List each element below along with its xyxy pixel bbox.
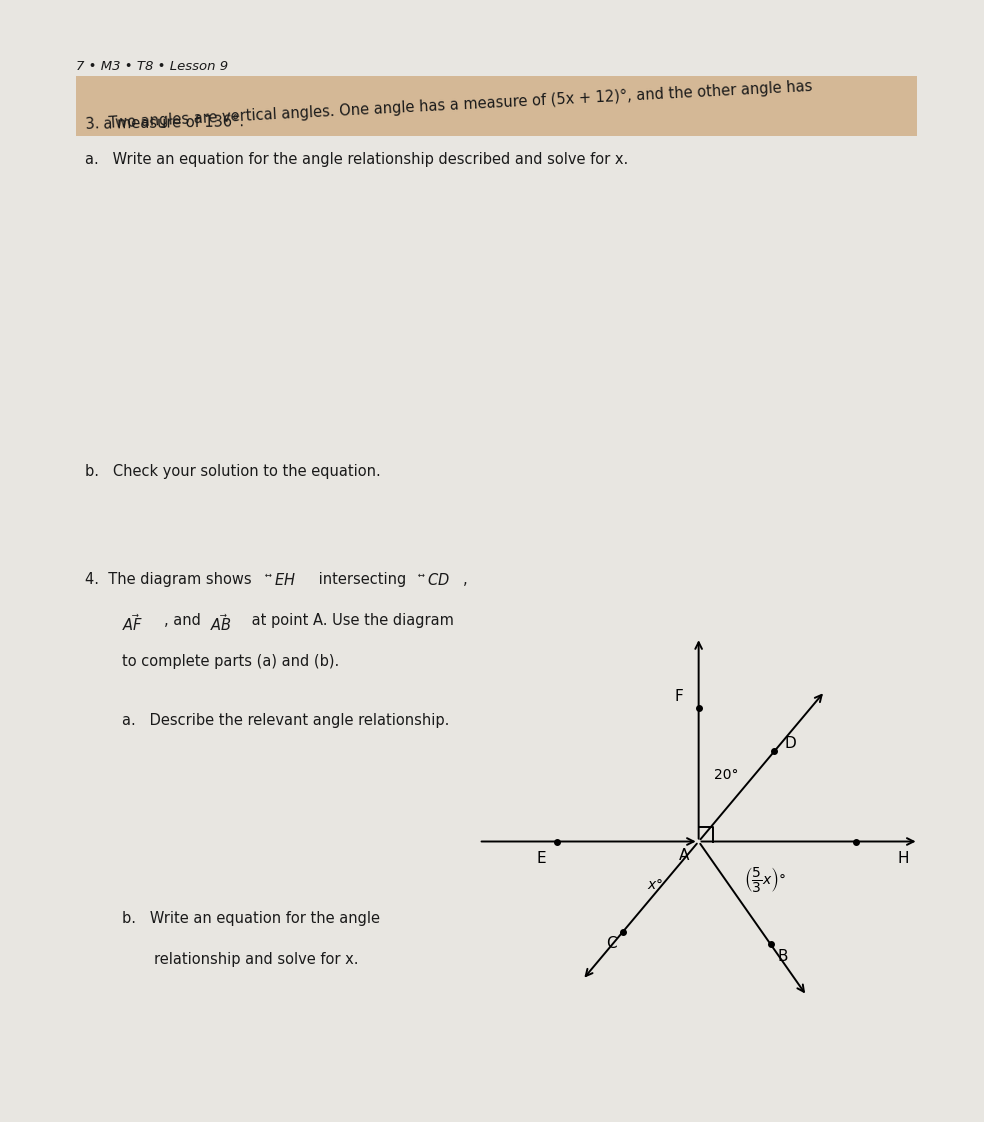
Text: a measure of 136°.: a measure of 136°. (85, 114, 244, 131)
Text: to complete parts (a) and (b).: to complete parts (a) and (b). (122, 654, 339, 669)
Text: b.   Check your solution to the equation.: b. Check your solution to the equation. (85, 465, 381, 479)
Text: $\overleftrightarrow{EH}$: $\overleftrightarrow{EH}$ (266, 572, 297, 588)
Text: , and: , and (163, 613, 205, 627)
Text: a.   Describe the relevant angle relationship.: a. Describe the relevant angle relations… (122, 712, 450, 728)
Text: ,: , (462, 572, 467, 587)
Text: relationship and solve for x.: relationship and solve for x. (154, 951, 359, 967)
Text: $\overleftrightarrow{CD}$: $\overleftrightarrow{CD}$ (418, 572, 451, 588)
Text: E: E (536, 852, 546, 866)
Text: a.   Write an equation for the angle relationship described and solve for x.: a. Write an equation for the angle relat… (85, 151, 628, 167)
Text: A: A (679, 848, 690, 863)
Text: H: H (897, 852, 908, 866)
Text: at point A. Use the diagram: at point A. Use the diagram (247, 613, 454, 627)
Text: D: D (784, 736, 796, 751)
Text: $\left(\dfrac{5}{3}x\right)$°: $\left(\dfrac{5}{3}x\right)$° (745, 865, 786, 894)
Text: $\vec{AF}$: $\vec{AF}$ (122, 613, 144, 634)
Text: $\vec{AB}$: $\vec{AB}$ (210, 613, 232, 634)
Text: intersecting: intersecting (315, 572, 411, 587)
FancyBboxPatch shape (76, 76, 917, 136)
Text: 20°: 20° (713, 767, 738, 782)
Text: 7 • M3 • T8 • Lesson 9: 7 • M3 • T8 • Lesson 9 (76, 61, 228, 73)
Text: B: B (777, 949, 788, 964)
Text: $x$°: $x$° (647, 877, 663, 892)
Text: F: F (675, 689, 683, 703)
Text: C: C (606, 936, 616, 951)
Text: 4.  The diagram shows: 4. The diagram shows (85, 572, 256, 587)
Text: 3.  Two angles are vertical angles. One angle has a measure of (5x + 12)°, and t: 3. Two angles are vertical angles. One a… (85, 79, 813, 131)
Text: b.   Write an equation for the angle: b. Write an equation for the angle (122, 911, 380, 926)
